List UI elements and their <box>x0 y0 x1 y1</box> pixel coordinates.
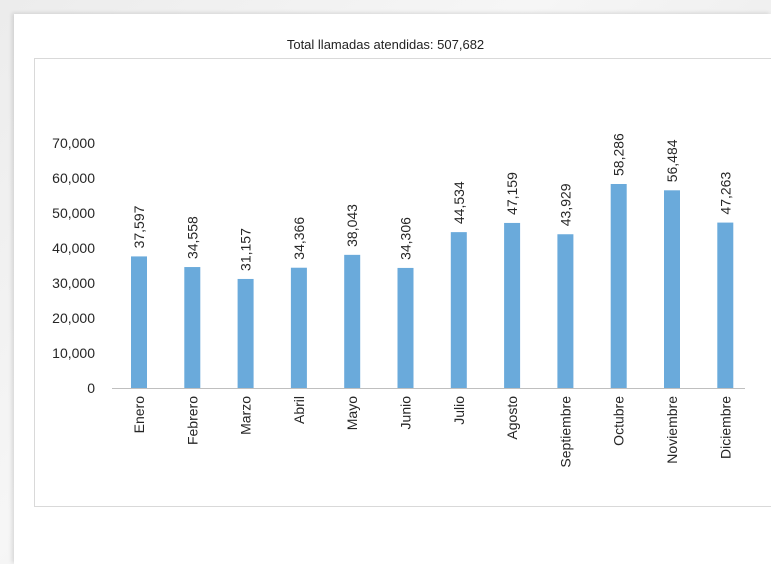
bar <box>344 254 361 388</box>
category-label: Diciembre <box>717 396 733 459</box>
data-label: 43,929 <box>557 183 573 226</box>
y-tick-label: 60,000 <box>52 170 95 186</box>
category-label: Junio <box>398 396 414 430</box>
category-label: Febrero <box>184 396 200 445</box>
data-label: 34,306 <box>398 217 414 260</box>
bar <box>131 256 147 388</box>
category-label: Mayo <box>344 396 360 430</box>
data-label: 44,534 <box>451 181 467 224</box>
y-tick-label: 40,000 <box>52 240 95 256</box>
bar <box>184 267 201 388</box>
bar <box>290 267 307 388</box>
y-tick-label: 50,000 <box>52 205 95 221</box>
bar <box>664 190 680 388</box>
data-label: 47,263 <box>717 172 733 215</box>
category-label: Noviembre <box>664 396 680 464</box>
chart-title: Total llamadas atendidas: 507,682 <box>286 37 485 52</box>
data-label: 58,286 <box>611 133 627 176</box>
y-tick-label: 30,000 <box>52 275 95 291</box>
bar <box>717 222 734 388</box>
y-tick-label: 10,000 <box>52 345 95 361</box>
data-label: 56,484 <box>664 139 680 182</box>
bar <box>610 183 627 388</box>
data-label: 37,597 <box>131 205 147 248</box>
category-label: Enero <box>131 396 147 434</box>
category-label: Octubre <box>611 396 627 446</box>
bar <box>557 234 574 388</box>
data-label: 31,157 <box>238 228 254 271</box>
bar <box>450 232 467 388</box>
bar <box>397 267 414 388</box>
bar <box>237 278 254 388</box>
y-tick-label: 70,000 <box>52 135 95 151</box>
category-label: Julio <box>451 396 467 425</box>
data-label: 34,366 <box>291 217 307 260</box>
y-tick-label: 0 <box>87 380 95 396</box>
data-label: 34,558 <box>184 216 200 259</box>
category-label: Abril <box>291 396 307 424</box>
category-label: Septiembre <box>557 396 573 468</box>
data-label: 38,043 <box>344 204 360 247</box>
category-label: Agosto <box>504 396 520 440</box>
y-tick-label: 20,000 <box>52 310 95 326</box>
bar <box>504 222 521 388</box>
category-label: Marzo <box>238 396 254 435</box>
data-label: 47,159 <box>504 172 520 215</box>
